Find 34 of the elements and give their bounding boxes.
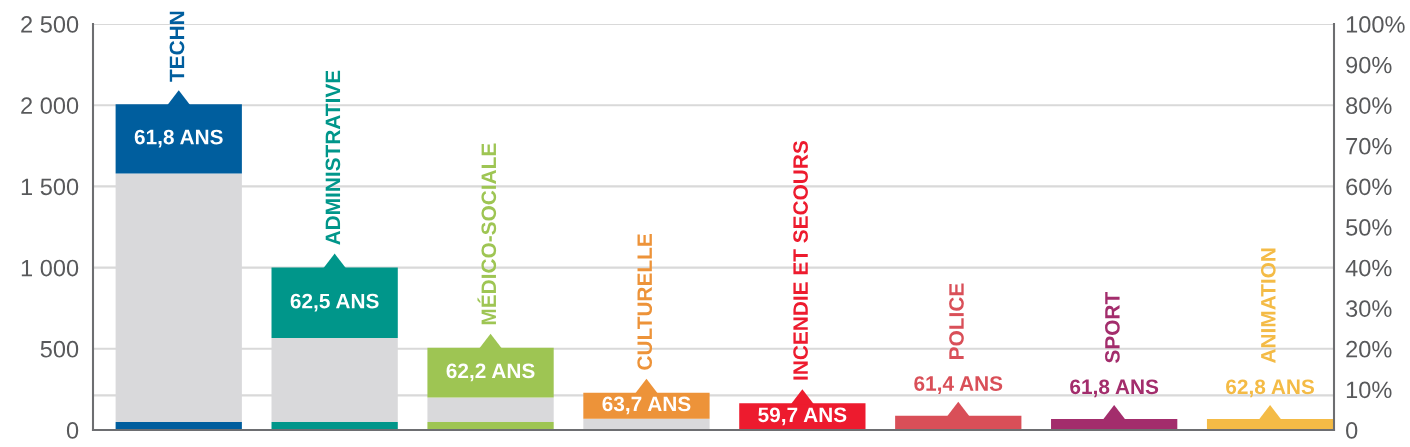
y-tick-label: 0 xyxy=(66,422,79,439)
annotation: 61,8 ANS xyxy=(134,129,223,148)
y2-tick-label: 100% xyxy=(1346,16,1405,33)
annotation: 61,8 ANS xyxy=(1070,379,1159,398)
y-tick-label: 1 500 xyxy=(21,178,79,196)
x-tick-label: POLICE xyxy=(949,283,964,359)
y2-tick-label: 20% xyxy=(1346,340,1392,358)
y2-tick-label: 90% xyxy=(1346,56,1392,74)
y2-tick-label: 70% xyxy=(1346,137,1392,155)
y-tick-label: 2 500 xyxy=(21,16,79,33)
y-tick-label: 500 xyxy=(40,340,79,358)
annotation: 62,8 ANS xyxy=(1226,379,1315,398)
bar xyxy=(427,397,554,422)
y2-tick-label: 60% xyxy=(1346,178,1392,196)
annotation: 62,5 ANS xyxy=(290,293,379,312)
x-tick-label: ADMINISTRATIVE xyxy=(325,70,341,245)
annotation: 63,7 ANS xyxy=(602,396,691,415)
y-tick-label: 1 000 xyxy=(21,259,79,277)
annotation: 62,2 ANS xyxy=(446,363,535,382)
x-tick-label: INCENDIE ET SECOURS xyxy=(793,141,808,380)
x-tick-label: ANIMATION xyxy=(1260,248,1276,364)
y2-tick-label: 10% xyxy=(1346,381,1392,399)
y2-tick-label: 40% xyxy=(1345,259,1392,277)
y2-tick-label: 50% xyxy=(1346,219,1392,236)
annotation: 61,4 ANS xyxy=(914,376,1003,394)
y2-tick-label: 0 xyxy=(1346,422,1358,439)
y-tick-label: 2 000 xyxy=(21,97,79,114)
y2-tick-label: 80% xyxy=(1346,97,1392,114)
y2-tick-label: 30% xyxy=(1346,300,1392,317)
annotation: 59,7 ANS xyxy=(758,407,847,426)
x-tick-label: MÉDICO-SOCIALE xyxy=(477,143,497,325)
x-tick-label: CULTURELLE xyxy=(637,234,653,370)
x-tick-label: SPORT xyxy=(1105,292,1120,363)
x-tick-label: TECHN xyxy=(169,11,185,82)
